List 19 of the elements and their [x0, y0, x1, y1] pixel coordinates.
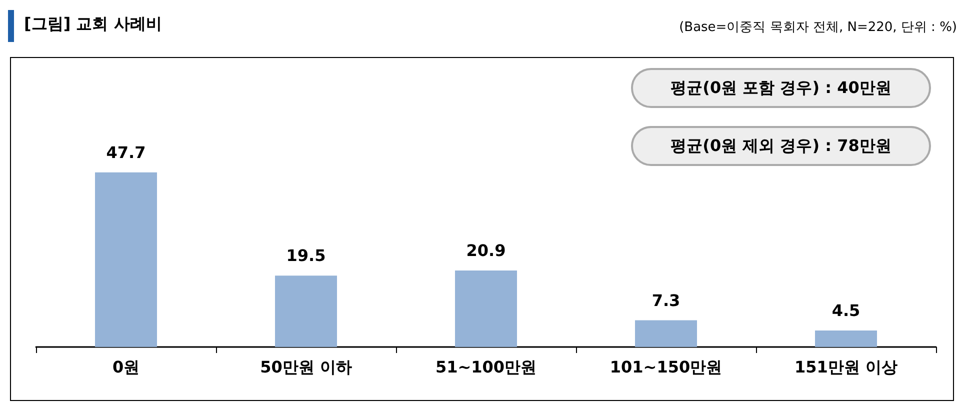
bar — [275, 276, 337, 347]
x-tick-label: 50만원 이하 — [260, 358, 352, 376]
chart-title: [그림] 교회 사례비 — [24, 14, 162, 35]
bar — [455, 270, 517, 347]
data-label: 4.5 — [832, 301, 860, 320]
text: (Base=이중직 목회자 전체, N=220, 단위 : %) — [679, 19, 957, 36]
data-label: 19.5 — [286, 246, 326, 266]
x-tick-label: 51~100만원 — [435, 358, 537, 376]
data-label: 47.7 — [106, 142, 146, 162]
text: 평균(0원 포함 경우) : 40만원 — [631, 68, 931, 108]
bar — [815, 330, 877, 347]
data-label: 7.3 — [652, 290, 680, 310]
x-tick-label: 101~150만원 — [610, 358, 722, 376]
data-label: 20.9 — [466, 241, 506, 260]
x-tick-label: 151만원 이상 — [794, 358, 898, 376]
text: 평균(0원 제외 경우) : 78만원 — [631, 126, 931, 166]
bar — [95, 172, 157, 347]
bar — [635, 320, 697, 347]
x-tick-label: 0원 — [112, 358, 140, 376]
